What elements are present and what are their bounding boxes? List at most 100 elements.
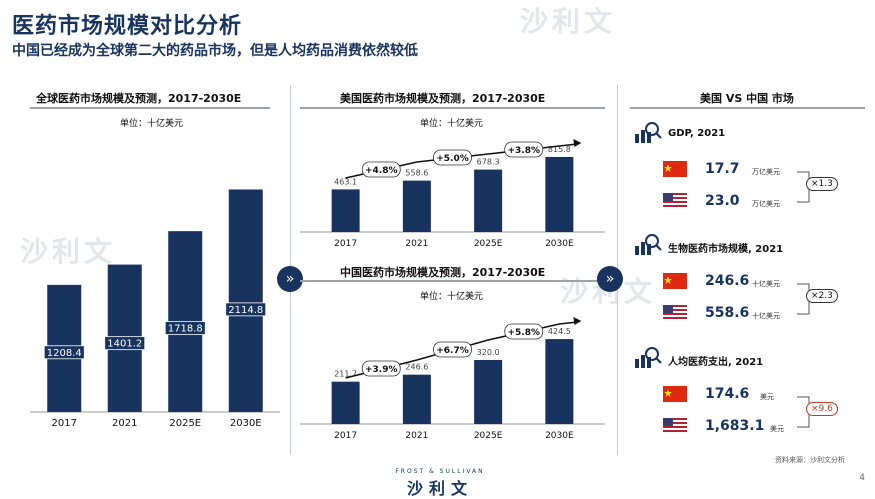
us-flag-icon <box>663 418 687 434</box>
china-flag-icon <box>663 386 687 402</box>
double-chevron-right-icon: » <box>277 266 303 292</box>
page-title: 医药市场规模对比分析 <box>12 14 243 39</box>
tick-label: 2030E <box>545 239 574 249</box>
data-label: 815.8 <box>548 145 571 154</box>
bar <box>545 339 574 424</box>
tick-label: 2030E <box>230 418 262 429</box>
growth-badge <box>504 141 544 158</box>
divider <box>30 107 270 109</box>
us-unit: 万亿美元 <box>752 200 780 208</box>
bar <box>474 360 503 424</box>
global-chart-title: 全球医药市场规模及预测，2017-2030E <box>36 92 242 105</box>
arrowhead-icon <box>573 139 582 147</box>
tick-label: 2025E <box>474 239 503 249</box>
us-value: 23.0 <box>705 193 740 209</box>
growth-badge <box>361 161 401 178</box>
tick-label: 2021 <box>405 431 428 441</box>
growth-label: +3.8% <box>507 146 540 156</box>
data-label: 1718.8 <box>168 324 203 335</box>
cn-unit: 万亿美元 <box>752 168 780 176</box>
data-label: 1208.4 <box>47 348 82 359</box>
growth-badge <box>433 341 472 358</box>
bar <box>331 381 360 424</box>
growth-badge <box>361 360 401 377</box>
us-chart: 2017 463.1 2021 558.6 2025E 678.3 2030E 815.8 +4… <box>300 139 605 249</box>
data-label-box <box>43 345 85 360</box>
data-label: 678.3 <box>477 158 500 167</box>
magnifier-chart-icon <box>635 234 662 255</box>
cn-chart-title: 中国医药市场规模及预测，2017-2030E <box>340 266 546 279</box>
divider <box>630 107 865 109</box>
data-label: 246.6 <box>405 363 428 372</box>
data-label: 211.7 <box>334 370 357 379</box>
ratio-badge: ×2.3 <box>806 289 838 303</box>
cn-value: 246.6 <box>705 273 750 289</box>
us-chart-unit: 单位：十亿美元 <box>420 119 484 129</box>
data-label: 558.6 <box>405 169 428 178</box>
bar <box>474 169 503 232</box>
watermark: 沙利文 <box>520 5 617 38</box>
data-label: 1401.2 <box>107 339 142 350</box>
us-flag-icon <box>663 305 687 321</box>
data-label: 320.0 <box>477 348 500 357</box>
page-number: 4 <box>859 473 865 483</box>
us-chart-title: 美国医药市场规模及预测，2017-2030E <box>340 92 546 105</box>
watermark: 沙利文 <box>20 235 117 268</box>
cn-unit: 美元 <box>760 393 774 401</box>
us-unit: 十亿美元 <box>752 312 780 320</box>
divider <box>300 280 605 282</box>
source-note: 资料来源：沙利文分析 <box>775 456 845 464</box>
divider <box>300 107 605 109</box>
tick-label: 2017 <box>334 239 357 249</box>
tick-label: 2021 <box>405 239 428 249</box>
logo-sub: FROST & SULLIVAN <box>395 468 485 475</box>
arrowhead-icon <box>573 317 582 325</box>
us-unit: 美元 <box>770 425 784 433</box>
china-flag-icon <box>663 161 687 177</box>
cn-value: 174.6 <box>705 386 750 402</box>
growth-badge <box>504 323 544 340</box>
section-title: GDP, 2021 <box>668 128 726 139</box>
growth-label: +4.8% <box>365 166 398 176</box>
bar <box>402 374 431 424</box>
growth-label: +5.0% <box>436 154 469 164</box>
bar <box>402 180 431 232</box>
tick-label: 2025E <box>474 431 503 441</box>
tick-label: 2030E <box>545 431 574 441</box>
tick-label: 2017 <box>52 418 77 429</box>
us-value: 1,683.1 <box>705 418 765 434</box>
global-chart: 2017 1208.4 2021 1401.2 2025E 1718.8 2030E 2114… <box>30 189 280 429</box>
cn-value: 17.7 <box>705 161 740 177</box>
bar <box>545 156 574 232</box>
us-flag-icon <box>663 193 687 209</box>
data-label: 424.5 <box>548 327 571 336</box>
compare-title: 美国 VS 中国 市场 <box>700 92 794 105</box>
data-label: 2114.8 <box>228 305 263 316</box>
growth-badge <box>433 149 472 166</box>
page-subtitle: 中国已经成为全球第二大的药品市场，但是人均药品消费依然较低 <box>12 43 418 59</box>
tick-label: 2021 <box>112 418 137 429</box>
section-title: 人均医药支出, 2021 <box>668 357 764 368</box>
bar <box>331 189 360 232</box>
cn-chart: 2017 211.7 2021 246.6 2025E 320.0 2030E 424.5 +3… <box>300 317 605 441</box>
cn-unit: 十亿美元 <box>752 280 780 288</box>
global-chart-unit: 单位：十亿美元 <box>120 119 184 129</box>
cn-chart-unit: 单位：十亿美元 <box>420 292 484 302</box>
china-flag-icon <box>663 273 687 289</box>
data-label: 463.1 <box>334 177 357 186</box>
growth-label: +5.8% <box>507 328 540 338</box>
us-value: 558.6 <box>705 305 750 321</box>
ratio-badge: ×1.3 <box>806 177 838 191</box>
magnifier-chart-icon <box>635 122 662 143</box>
growth-label: +6.7% <box>436 346 469 356</box>
data-label-box <box>104 336 146 351</box>
bar <box>228 189 263 412</box>
logo-main: 沙利文 <box>406 479 473 498</box>
growth-label: +3.9% <box>365 365 398 375</box>
tick-label: 2017 <box>334 431 357 441</box>
ratio-badge: ×9.6 <box>806 402 838 416</box>
tick-label: 2025E <box>169 418 201 429</box>
logo: FROST & SULLIVAN 沙利文 <box>390 468 490 499</box>
data-label-box <box>164 321 206 336</box>
magnifier-chart-icon <box>635 347 662 368</box>
